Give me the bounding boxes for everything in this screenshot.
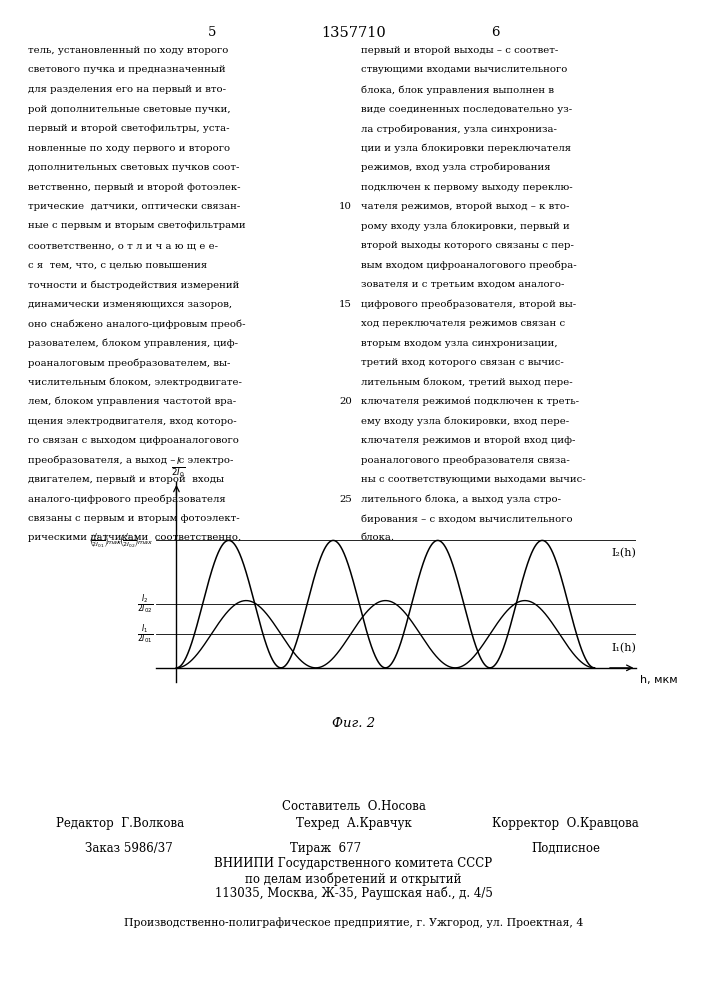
Text: $\frac{I_2}{2I_{02}}$: $\frac{I_2}{2I_{02}}$ bbox=[137, 592, 153, 616]
Text: лем, блоком управления частотой вра-: лем, блоком управления частотой вра- bbox=[28, 397, 236, 406]
Text: 20: 20 bbox=[339, 397, 352, 406]
Text: рой дополнительные световые пучки,: рой дополнительные световые пучки, bbox=[28, 104, 231, 113]
Text: ции и узла блокировки переключателя: ции и узла блокировки переключателя bbox=[361, 144, 571, 153]
Text: Подписное: Подписное bbox=[531, 842, 600, 855]
Text: ны с соответствующими выходами вычис-: ны с соответствующими выходами вычис- bbox=[361, 475, 585, 484]
Text: ключателя режимов и второй вход циф-: ключателя режимов и второй вход циф- bbox=[361, 436, 575, 445]
Text: ключателя режимов́ подключен к треть-: ключателя режимов́ подключен к треть- bbox=[361, 397, 578, 406]
Text: тель, установленный по ходу второго: тель, установленный по ходу второго bbox=[28, 46, 228, 55]
Text: по делам изобретений и открытий: по делам изобретений и открытий bbox=[245, 872, 462, 886]
Text: точности и быстродействия измерений: точности и быстродействия измерений bbox=[28, 280, 240, 290]
Text: $\!\left(\!\frac{I_1}{2I_{01}}\!\right)_{\!max}\!\!\!,\!\left(\!\frac{I_2}{2I_{0: $\!\left(\!\frac{I_1}{2I_{01}}\!\right)_… bbox=[90, 531, 153, 550]
Text: ветственно, первый и второй фотоэлек-: ветственно, первый и второй фотоэлек- bbox=[28, 183, 241, 192]
Text: блока.: блока. bbox=[361, 534, 395, 542]
Text: ла стробирования, узла синхрониза-: ла стробирования, узла синхрониза- bbox=[361, 124, 556, 133]
Text: ные с первым и вторым светофильтрами: ные с первым и вторым светофильтрами bbox=[28, 222, 246, 231]
Text: первый и второй светофильтры, уста-: первый и второй светофильтры, уста- bbox=[28, 124, 230, 133]
Text: новленные по ходу первого и второго: новленные по ходу первого и второго bbox=[28, 144, 230, 153]
Text: Тираж  677: Тираж 677 bbox=[290, 842, 361, 855]
Text: лительным блоком, третий выход пере-: лительным блоком, третий выход пере- bbox=[361, 378, 572, 387]
Text: Составитель  О.Носова: Составитель О.Носова bbox=[281, 800, 426, 813]
Text: разователем, блоком управления, циф-: разователем, блоком управления, циф- bbox=[28, 338, 238, 348]
Text: Корректор  О.Кравцова: Корректор О.Кравцова bbox=[492, 817, 639, 830]
Text: цифрового преобразователя, второй вы-: цифрового преобразователя, второй вы- bbox=[361, 300, 575, 309]
Text: $\frac{I}{2I_0}$: $\frac{I}{2I_0}$ bbox=[171, 457, 186, 480]
Text: Фиг. 2: Фиг. 2 bbox=[332, 717, 375, 730]
Text: двигателем, первый и второй  входы: двигателем, первый и второй входы bbox=[28, 475, 224, 484]
Text: роаналоговым преобразователем, вы-: роаналоговым преобразователем, вы- bbox=[28, 358, 230, 368]
Text: числительным блоком, электродвигате-: числительным блоком, электродвигате- bbox=[28, 378, 243, 387]
Text: бирования – с входом вычислительного: бирования – с входом вычислительного bbox=[361, 514, 572, 524]
Text: динамически изменяющихся зазоров,: динамически изменяющихся зазоров, bbox=[28, 300, 233, 309]
Text: 15: 15 bbox=[339, 300, 352, 309]
Text: аналого-цифрового преобразователя: аналого-цифрового преобразователя bbox=[28, 495, 226, 504]
Text: трические  датчики, оптически связан-: трические датчики, оптически связан- bbox=[28, 202, 240, 211]
Text: Заказ 5986/37: Заказ 5986/37 bbox=[85, 842, 173, 855]
Text: лительного блока, а выход узла стро-: лительного блока, а выход узла стро- bbox=[361, 495, 561, 504]
Text: 5: 5 bbox=[208, 26, 216, 39]
Text: подключен к первому выходу переклю-: подключен к первому выходу переклю- bbox=[361, 183, 572, 192]
Text: Техред  А.Кравчук: Техред А.Кравчук bbox=[296, 817, 411, 830]
Text: соответственно, о т л и ч а ю щ е е-: соответственно, о т л и ч а ю щ е е- bbox=[28, 241, 218, 250]
Text: роаналогового преобразователя связа-: роаналогового преобразователя связа- bbox=[361, 456, 569, 465]
Text: режимов, вход узла стробирования: режимов, вход узла стробирования bbox=[361, 163, 550, 172]
Text: ход переключателя режимов связан с: ход переключателя режимов связан с bbox=[361, 319, 565, 328]
Text: второй выходы которого связаны с пер-: второй выходы которого связаны с пер- bbox=[361, 241, 573, 250]
Text: блока, блок управления выполнен в: блока, блок управления выполнен в bbox=[361, 85, 554, 95]
Text: щения электродвигателя, вход которо-: щения электродвигателя, вход которо- bbox=[28, 417, 237, 426]
Text: 25: 25 bbox=[339, 495, 352, 504]
Text: 6: 6 bbox=[491, 26, 499, 39]
Text: дополнительных световых пучков соот-: дополнительных световых пучков соот- bbox=[28, 163, 240, 172]
Text: для разделения его на первый и вто-: для разделения его на первый и вто- bbox=[28, 85, 226, 94]
Text: вторым входом узла синхронизации,: вторым входом узла синхронизации, bbox=[361, 338, 557, 348]
Text: 113035, Москва, Ж-35, Раушская наб., д. 4/5: 113035, Москва, Ж-35, Раушская наб., д. … bbox=[214, 887, 493, 900]
Text: вым входом цифроаналогового преобра-: вым входом цифроаналогового преобра- bbox=[361, 261, 576, 270]
Text: виде соединенных последовательно уз-: виде соединенных последовательно уз- bbox=[361, 104, 572, 113]
Text: ему входу узла блокировки, вход пере-: ему входу узла блокировки, вход пере- bbox=[361, 417, 568, 426]
Text: Редактор  Г.Волкова: Редактор Г.Волкова bbox=[56, 817, 185, 830]
Text: светового пучка и предназначенный: светового пучка и предназначенный bbox=[28, 66, 226, 75]
Text: преобразователя, а выход – с электро-: преобразователя, а выход – с электро- bbox=[28, 456, 233, 465]
Text: ВНИИПИ Государственного комитета СССР: ВНИИПИ Государственного комитета СССР bbox=[214, 857, 493, 870]
Text: третий вход которого связан с вычис-: третий вход которого связан с вычис- bbox=[361, 358, 563, 367]
Text: первый и второй выходы – с соответ-: первый и второй выходы – с соответ- bbox=[361, 46, 558, 55]
Text: $\frac{I_1}{2I_{01}}$: $\frac{I_1}{2I_{01}}$ bbox=[137, 622, 153, 646]
Text: Производственно-полиграфическое предприятие, г. Ужгород, ул. Проектная, 4: Производственно-полиграфическое предприя… bbox=[124, 917, 583, 928]
Text: чателя режимов, второй выход – к вто-: чателя режимов, второй выход – к вто- bbox=[361, 202, 569, 211]
Text: зователя и с третьим входом аналого-: зователя и с третьим входом аналого- bbox=[361, 280, 564, 289]
Text: 1357710: 1357710 bbox=[321, 26, 386, 40]
Text: 10: 10 bbox=[339, 202, 352, 211]
Text: оно снабжено аналого-цифровым преоб-: оно снабжено аналого-цифровым преоб- bbox=[28, 319, 246, 329]
Text: с я  тем, что, с целью повышения: с я тем, что, с целью повышения bbox=[28, 261, 207, 270]
Text: һ, мкм: һ, мкм bbox=[641, 675, 678, 685]
Text: рическими датчиками  соответственно,: рическими датчиками соответственно, bbox=[28, 534, 242, 542]
Text: связаны с первым и вторым фотоэлект-: связаны с первым и вторым фотоэлект- bbox=[28, 514, 240, 523]
Text: рому входу узла блокировки, первый и: рому входу узла блокировки, первый и bbox=[361, 222, 569, 231]
Text: го связан с выходом цифроаналогового: го связан с выходом цифроаналогового bbox=[28, 436, 239, 445]
Text: I₂(h): I₂(h) bbox=[612, 548, 636, 558]
Text: ствующими входами вычислительного: ствующими входами вычислительного bbox=[361, 66, 567, 75]
Text: I₁(h): I₁(h) bbox=[612, 643, 636, 653]
